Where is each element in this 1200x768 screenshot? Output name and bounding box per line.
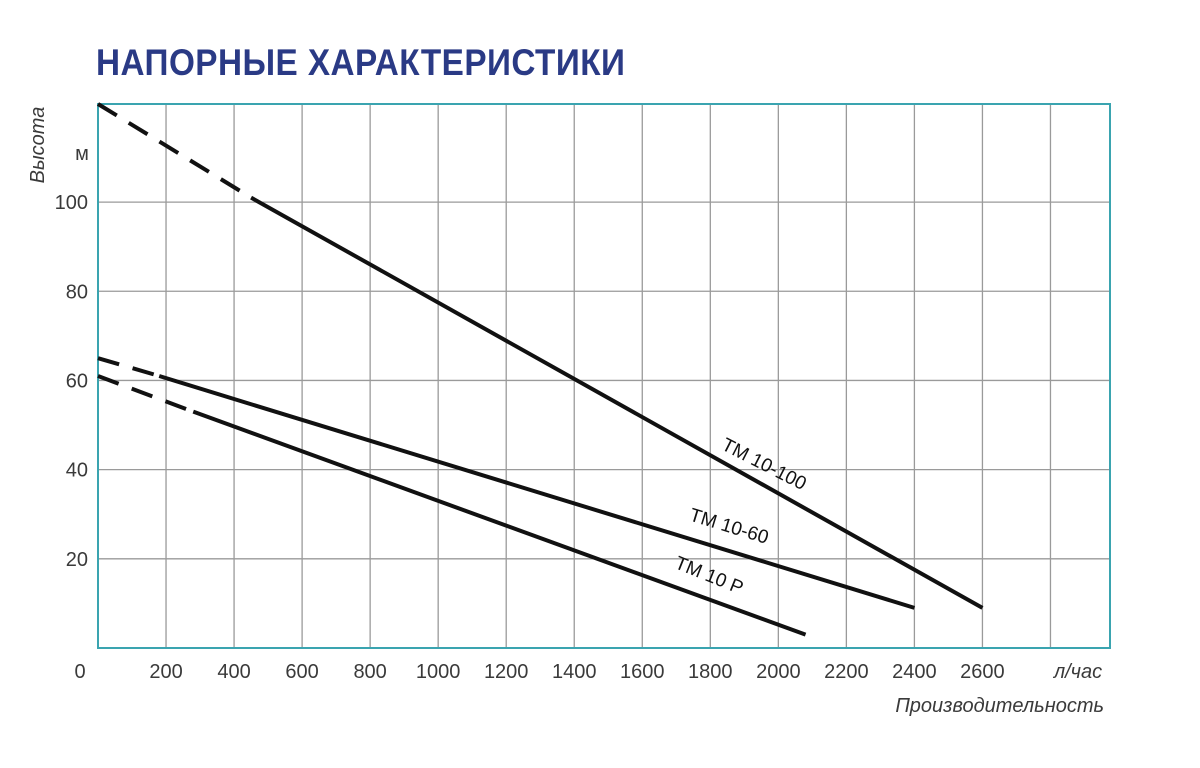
x-axis-label: Производительность	[895, 695, 1104, 717]
y-axis-unit: м	[75, 143, 89, 165]
y-axis-label: Высота	[27, 107, 49, 184]
x-tick-label-2600: 2600	[960, 661, 1005, 683]
plot-frame	[97, 103, 1111, 649]
x-tick-label-200: 200	[149, 661, 182, 683]
y-tick-label-80: 80	[66, 281, 88, 303]
tick-labels: 200 400 600 800 1000 1200 1400 1600 1800 2000 2200…	[55, 192, 1005, 683]
x-axis-unit: л/час	[1053, 661, 1102, 683]
x-tick-label-2000: 2000	[756, 661, 801, 683]
y-tick-label-60: 60	[66, 370, 88, 392]
x-tick-label-600: 600	[285, 661, 318, 683]
y-tick-label-20: 20	[66, 549, 88, 571]
series-line-tm-10-60	[158, 374, 915, 610]
series-dashed-tm-10-60	[97, 356, 160, 378]
x-tick-label-1600: 1600	[620, 661, 665, 683]
series-dashed-tm-10-p	[97, 374, 194, 414]
y-tick-label-100: 100	[55, 192, 88, 214]
x-tick-label-800: 800	[353, 661, 386, 683]
x-tick-label-2200: 2200	[824, 661, 869, 683]
x-tick-label-1400: 1400	[552, 661, 597, 683]
series-lines	[96, 102, 984, 637]
series-dashed-tm-10-100	[96, 102, 253, 200]
series-line-tm-10-100	[250, 195, 984, 610]
x-tick-label-1200: 1200	[484, 661, 529, 683]
origin-label: 0	[74, 661, 85, 683]
x-tick-label-1000: 1000	[416, 661, 461, 683]
grid	[98, 104, 1110, 648]
chart-title: НАПОРНЫЕ ХАРАКТЕРИСТИКИ	[96, 42, 626, 83]
y-tick-label-40: 40	[66, 460, 88, 482]
series-line-tm-10-p	[192, 409, 807, 637]
series-label-tm-10-p: TM 10 P	[672, 553, 746, 599]
x-tick-label-1800: 1800	[688, 661, 733, 683]
x-tick-label-400: 400	[217, 661, 250, 683]
x-tick-label-2400: 2400	[892, 661, 937, 683]
